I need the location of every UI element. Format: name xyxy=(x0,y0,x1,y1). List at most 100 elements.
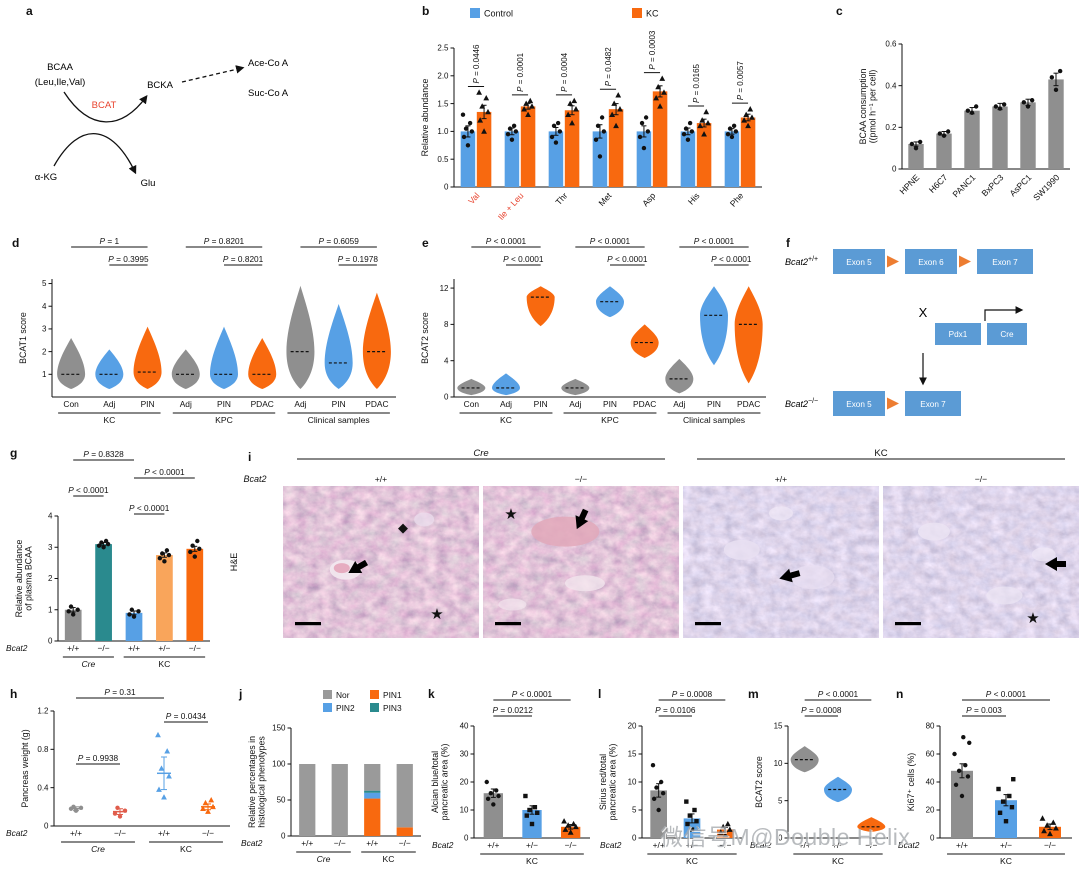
genotype-row-label: Bcat2 xyxy=(600,840,622,850)
p-italic: P xyxy=(736,94,745,100)
data-point xyxy=(477,117,484,123)
y-axis-title: Ki67⁺ cells (%) xyxy=(906,753,916,811)
y-tick-label: 0.2 xyxy=(885,123,897,132)
bar xyxy=(125,612,143,641)
violin xyxy=(790,746,819,773)
y-tick-label: 4 xyxy=(444,356,449,365)
data-point xyxy=(164,548,170,553)
data-point xyxy=(697,122,704,129)
data-point xyxy=(601,129,607,134)
stack-segment xyxy=(396,764,413,828)
p-value-label: P < 0.0001 xyxy=(711,254,752,264)
p-value-label: P = 1 xyxy=(100,236,120,246)
bar xyxy=(460,131,476,187)
group-label: Cre xyxy=(473,448,488,459)
data-point xyxy=(689,827,695,832)
genotype-label: −/− xyxy=(575,474,587,484)
group-label: KC xyxy=(874,448,887,459)
legend-label: PIN1 xyxy=(383,690,402,700)
category-label: AsPC1 xyxy=(1007,172,1033,198)
exon7-box xyxy=(905,391,961,416)
category-label: −/− xyxy=(114,828,126,838)
data-point xyxy=(461,134,467,140)
group-label: Clinical samples xyxy=(308,415,370,425)
stack-segment xyxy=(396,827,413,836)
data-point xyxy=(745,122,751,129)
p-value-label: P = 0.6059 xyxy=(318,236,359,246)
data-point xyxy=(913,145,919,151)
histology-image xyxy=(883,486,1079,638)
data-point xyxy=(156,786,162,792)
data-point xyxy=(961,735,966,740)
data-point xyxy=(1000,799,1006,804)
category-label: PIN xyxy=(332,399,346,409)
p-italic: P xyxy=(104,687,110,697)
p-value-label: P < 0.0001 xyxy=(512,689,553,699)
violin xyxy=(171,349,200,390)
category-label: +/− xyxy=(832,840,844,850)
panel-k-chart: 0 10 20 30 40 Alcian blue/total pancreatic are… xyxy=(430,689,590,866)
p-value-label: P = 0.9938 xyxy=(78,753,119,763)
category-label: PDAC xyxy=(737,399,760,409)
y-tick-label: 2 xyxy=(42,347,47,356)
data-point xyxy=(166,773,172,779)
cre-label: Cre xyxy=(1000,330,1014,339)
data-point xyxy=(1049,75,1055,80)
data-point xyxy=(494,788,499,793)
data-point xyxy=(953,782,959,787)
y-tick-label: 30 xyxy=(460,750,469,759)
bar xyxy=(95,544,112,641)
y-tick-label: 2.5 xyxy=(437,44,449,53)
data-point xyxy=(965,108,971,113)
category-label: +/− xyxy=(1000,840,1012,850)
y-tick-label: 10 xyxy=(628,778,637,787)
suc-coa-label: Suc-Co A xyxy=(248,88,289,99)
p-rest: = 1 xyxy=(105,236,119,246)
data-point xyxy=(1025,104,1031,109)
data-point xyxy=(571,97,578,104)
y-tick-label: 0 xyxy=(892,165,897,174)
group-label: KPC xyxy=(215,415,233,425)
data-point xyxy=(717,829,724,835)
data-point xyxy=(1029,98,1035,103)
p-italic: P xyxy=(204,236,210,246)
data-point xyxy=(641,145,647,151)
bar xyxy=(724,131,740,187)
arrow-marker xyxy=(779,568,801,583)
violin xyxy=(630,324,659,358)
data-point xyxy=(112,811,118,816)
exon6-label: Exon 6 xyxy=(918,258,944,267)
scale-bar xyxy=(295,622,321,626)
data-point xyxy=(681,131,687,137)
panel-letter-k: k xyxy=(428,687,435,701)
category-label: +/− xyxy=(158,643,170,653)
panel-letter-m: m xyxy=(748,687,759,701)
bcka-to-coa-dashed-arrow xyxy=(181,65,245,83)
data-point xyxy=(597,154,603,159)
genotype-row-label: Bcat2 xyxy=(750,840,772,850)
y-tick-label: 10 xyxy=(460,806,469,815)
legend-swatch xyxy=(470,8,480,18)
violin xyxy=(286,285,315,390)
stack-segment xyxy=(364,764,381,791)
category-label: PIN xyxy=(603,399,617,409)
data-point xyxy=(743,111,750,118)
violin xyxy=(457,378,486,396)
data-point xyxy=(569,119,575,126)
p-rest: = 0.0446 xyxy=(472,44,481,78)
p-italic: P xyxy=(986,689,992,699)
data-point xyxy=(525,111,531,118)
data-point xyxy=(505,131,511,137)
p-rest: = 0.6059 xyxy=(324,236,359,246)
data-point xyxy=(529,103,535,109)
data-point xyxy=(73,808,79,813)
data-point xyxy=(136,609,141,614)
exon7-label: Exon 7 xyxy=(920,400,946,409)
y-axis-title: histological phenotypes xyxy=(257,736,267,828)
category-label: SW1990 xyxy=(1031,172,1062,203)
bar xyxy=(592,131,608,187)
y-tick-label: 4 xyxy=(48,512,53,521)
bcat2-wt-label: Bcat2+/+ xyxy=(785,256,818,267)
data-point xyxy=(467,120,473,126)
bar xyxy=(992,106,1008,169)
